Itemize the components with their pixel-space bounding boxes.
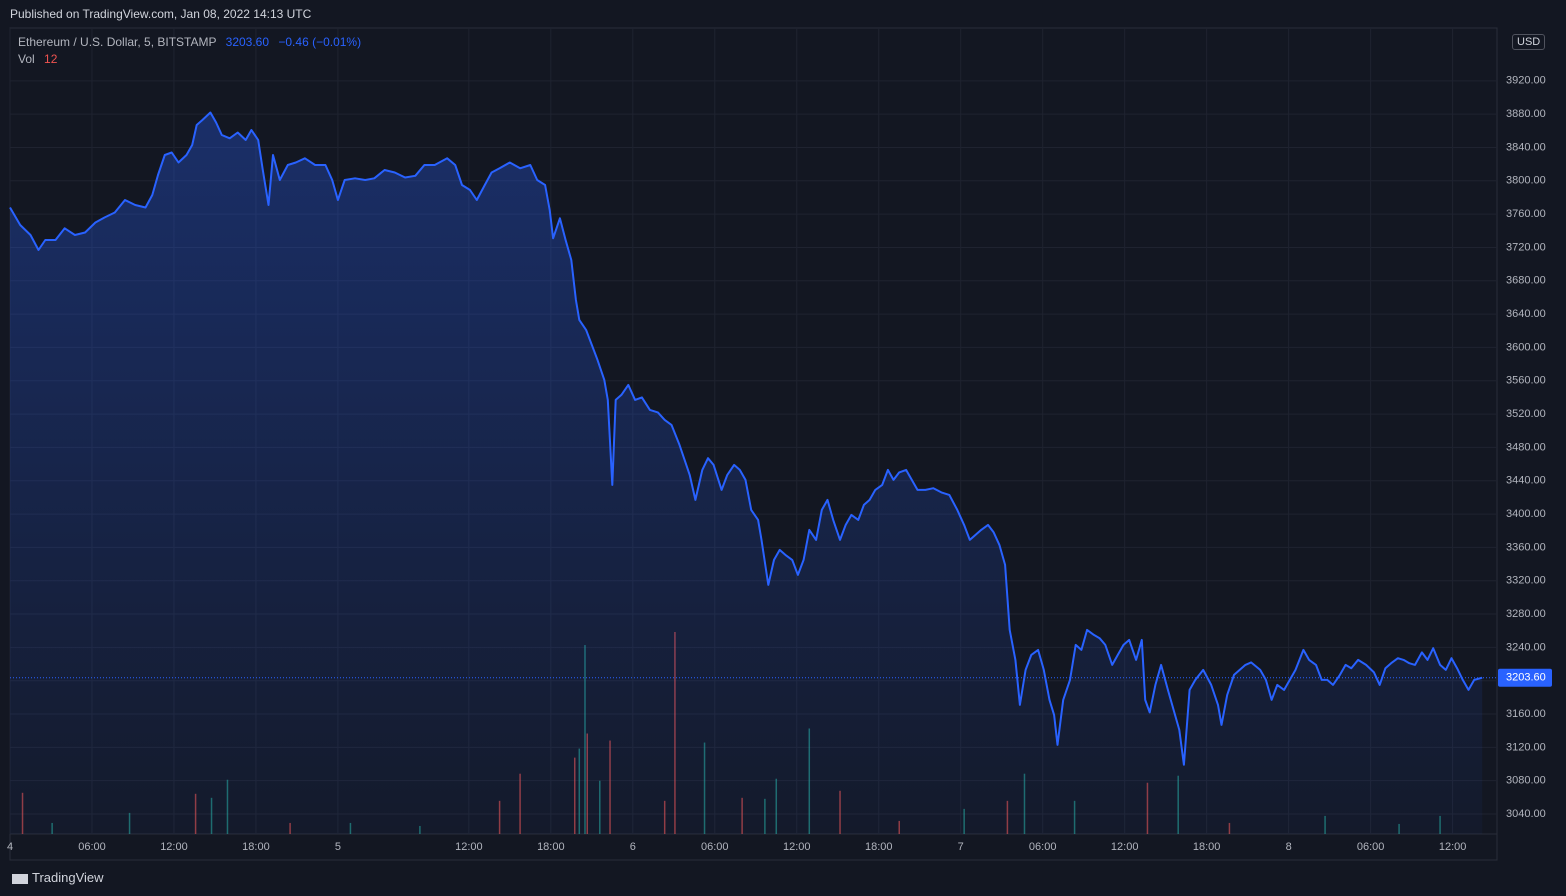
y-tick-label: 3840.00 <box>1506 141 1546 153</box>
last-price-label: 3203.60 <box>1506 672 1546 684</box>
x-tick-label: 18:00 <box>537 841 565 853</box>
price-change: −0.46 (−0.01%) <box>278 35 362 49</box>
y-tick-label: 3040.00 <box>1506 808 1546 820</box>
x-tick-label: 12:00 <box>783 841 811 853</box>
volume-label: Vol <box>18 52 35 66</box>
currency-badge[interactable]: USD <box>1512 34 1546 50</box>
y-tick-label: 3760.00 <box>1506 208 1546 220</box>
y-tick-label: 3440.00 <box>1506 475 1546 487</box>
x-tick-label: 18:00 <box>865 841 893 853</box>
y-tick-label: 3680.00 <box>1506 275 1546 287</box>
x-tick-label: 18:00 <box>242 841 270 853</box>
x-tick-label: 6 <box>630 841 636 853</box>
y-tick-label: 3400.00 <box>1506 508 1546 520</box>
x-tick-label: 06:00 <box>1357 841 1385 853</box>
x-tick-label: 4 <box>7 841 13 853</box>
y-tick-label: 3480.00 <box>1506 441 1546 453</box>
x-tick-label: 12:00 <box>1111 841 1139 853</box>
y-tick-label: 3160.00 <box>1506 708 1546 720</box>
footer-brand: TradingView <box>12 870 104 885</box>
x-tick-label: 06:00 <box>701 841 729 853</box>
volume-legend: Vol 12 <box>18 52 57 66</box>
brand: TradingView <box>32 870 104 885</box>
last-price-box <box>1498 668 1552 687</box>
published: Published on TradingView.com, Jan 08, 20… <box>10 7 312 21</box>
x-tick-label: 12:00 <box>455 841 483 853</box>
y-tick-label: 3360.00 <box>1506 541 1546 553</box>
y-tick-label: 3880.00 <box>1506 108 1546 120</box>
x-tick-label: 06:00 <box>78 841 106 853</box>
symbol-title: Ethereum / U.S. Dollar, 5, BITSTAMP 3203… <box>18 35 361 49</box>
y-tick-label: 3320.00 <box>1506 575 1546 587</box>
y-tick-label: 3520.00 <box>1506 408 1546 420</box>
y-tick-label: 3560.00 <box>1506 375 1546 387</box>
x-tick-label: 7 <box>958 841 964 853</box>
x-tick-label: 5 <box>335 841 341 853</box>
y-tick-label: 3280.00 <box>1506 608 1546 620</box>
y-tick-label: 3800.00 <box>1506 175 1546 187</box>
y-tick-label: 3720.00 <box>1506 241 1546 253</box>
volume-last: 12 <box>44 52 58 66</box>
x-tick-label: 18:00 <box>1193 841 1221 853</box>
x-tick-label: 12:00 <box>1439 841 1467 853</box>
y-tick-label: 3240.00 <box>1506 641 1546 653</box>
y-tick-label: 3640.00 <box>1506 308 1546 320</box>
x-tick-label: 06:00 <box>1029 841 1057 853</box>
title: Ethereum / U.S. Dollar, 5, BITSTAMP <box>18 35 217 49</box>
x-tick-label: 8 <box>1286 841 1292 853</box>
y-tick-label: 3080.00 <box>1506 775 1546 787</box>
x-tick-label: 12:00 <box>160 841 188 853</box>
y-tick-label: 3600.00 <box>1506 341 1546 353</box>
area-fill <box>10 112 1483 834</box>
price-line <box>9 111 1483 766</box>
y-tick-label: 3920.00 <box>1506 75 1546 87</box>
last-price: 3203.60 <box>225 35 270 49</box>
logo <box>12 873 28 884</box>
y-tick-label: 3120.00 <box>1506 741 1546 753</box>
